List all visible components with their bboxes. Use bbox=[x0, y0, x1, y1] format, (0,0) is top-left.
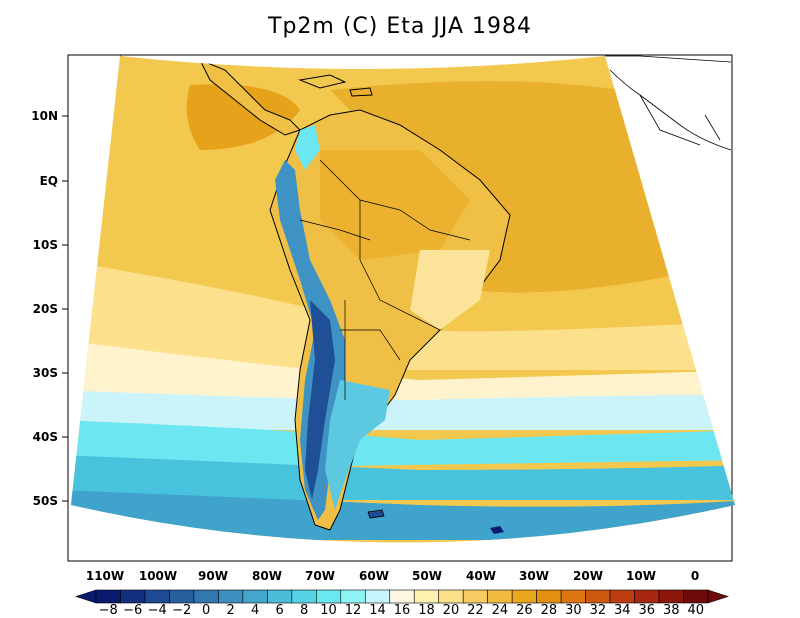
colorbar-label: 20 bbox=[443, 603, 460, 618]
colorbar-swatch bbox=[658, 589, 684, 604]
colorbar-label: 4 bbox=[251, 603, 259, 618]
colorbar-swatch bbox=[438, 589, 464, 604]
colorbar-label: 18 bbox=[418, 603, 435, 618]
colorbar-label: 34 bbox=[614, 603, 631, 618]
lat-label: 10S bbox=[33, 238, 58, 252]
colorbar-swatch bbox=[120, 589, 146, 604]
colorbar-label: −2 bbox=[172, 603, 191, 618]
colorbar-swatch bbox=[144, 589, 170, 604]
colorbar-swatch bbox=[389, 589, 415, 604]
colorbar-label: −8 bbox=[99, 603, 118, 618]
colorbar-label: 0 bbox=[202, 603, 210, 618]
colorbar-label: 2 bbox=[226, 603, 234, 618]
colorbar: −8 −6 −4 −2 0 2 4 6 8 10 12 14 16 18 20 22 24 26 28 30 32 34 3… bbox=[75, 589, 729, 618]
lon-label: 0 bbox=[691, 569, 699, 583]
colorbar-swatch bbox=[291, 589, 317, 604]
colorbar-arrow-low bbox=[75, 589, 97, 604]
colorbar-label: 12 bbox=[345, 603, 362, 618]
map-title: Tp2m (C) Eta JJA 1984 bbox=[268, 14, 532, 39]
lon-axis: 110W 100W 90W 80W 70W 60W 50W 40W 30W 20… bbox=[86, 569, 699, 583]
colorbar-swatch bbox=[242, 589, 268, 604]
colorbar-label: 16 bbox=[394, 603, 411, 618]
colorbar-swatch bbox=[316, 589, 342, 604]
colorbar-swatch bbox=[218, 589, 244, 604]
lon-label: 10W bbox=[626, 569, 656, 583]
colorbar-label: 26 bbox=[516, 603, 533, 618]
colorbar-swatch bbox=[560, 589, 586, 604]
lat-label: 10N bbox=[31, 109, 58, 123]
lat-label: 30S bbox=[33, 366, 58, 380]
lon-label: 30W bbox=[519, 569, 549, 583]
lon-label: 40W bbox=[466, 569, 496, 583]
colorbar-swatch bbox=[267, 589, 293, 604]
map-frame bbox=[67, 54, 733, 562]
colorbar-label: 8 bbox=[300, 603, 308, 618]
colorbar-label: −6 bbox=[123, 603, 142, 618]
lon-label: 100W bbox=[139, 569, 177, 583]
lat-label: 40S bbox=[33, 430, 58, 444]
lon-label: 90W bbox=[198, 569, 228, 583]
colorbar-swatch bbox=[95, 589, 121, 604]
colorbar-label: 36 bbox=[639, 603, 656, 618]
colorbar-swatch bbox=[487, 589, 513, 604]
colorbar-label: 40 bbox=[687, 603, 704, 618]
colorbar-arrow-high bbox=[707, 589, 729, 604]
colorbar-label: 38 bbox=[663, 603, 680, 618]
colorbar-swatch bbox=[683, 589, 709, 604]
lon-label: 70W bbox=[305, 569, 335, 583]
lat-axis: 10N EQ 10S 20S 30S 40S 50S bbox=[31, 109, 68, 508]
lat-label: 20S bbox=[33, 302, 58, 316]
colorbar-label: 30 bbox=[565, 603, 582, 618]
colorbar-label: 10 bbox=[320, 603, 337, 618]
colorbar-swatch bbox=[413, 589, 440, 604]
colorbar-swatch bbox=[536, 589, 562, 604]
colorbar-swatch bbox=[511, 589, 537, 604]
lon-label: 50W bbox=[412, 569, 442, 583]
lon-label: 80W bbox=[252, 569, 282, 583]
colorbar-swatch bbox=[340, 589, 366, 604]
lat-label: EQ bbox=[40, 174, 58, 188]
lat-label: 50S bbox=[33, 494, 58, 508]
lon-label: 110W bbox=[86, 569, 124, 583]
colorbar-label: 6 bbox=[275, 603, 283, 618]
colorbar-label: 14 bbox=[369, 603, 386, 618]
colorbar-swatch bbox=[609, 589, 635, 604]
colorbar-label: 22 bbox=[467, 603, 484, 618]
colorbar-swatch bbox=[193, 589, 219, 604]
colorbar-label: 24 bbox=[492, 603, 509, 618]
colorbar-swatch bbox=[169, 589, 195, 604]
colorbar-label: 32 bbox=[590, 603, 607, 618]
colorbar-swatch bbox=[585, 589, 611, 604]
temperature-field bbox=[71, 56, 735, 543]
colorbar-label: −4 bbox=[148, 603, 167, 618]
colorbar-label: 28 bbox=[541, 603, 558, 618]
lon-label: 20W bbox=[573, 569, 603, 583]
colorbar-swatch bbox=[462, 589, 488, 604]
colorbar-swatch bbox=[364, 589, 391, 604]
colorbar-swatch bbox=[634, 589, 660, 604]
lon-label: 60W bbox=[359, 569, 389, 583]
